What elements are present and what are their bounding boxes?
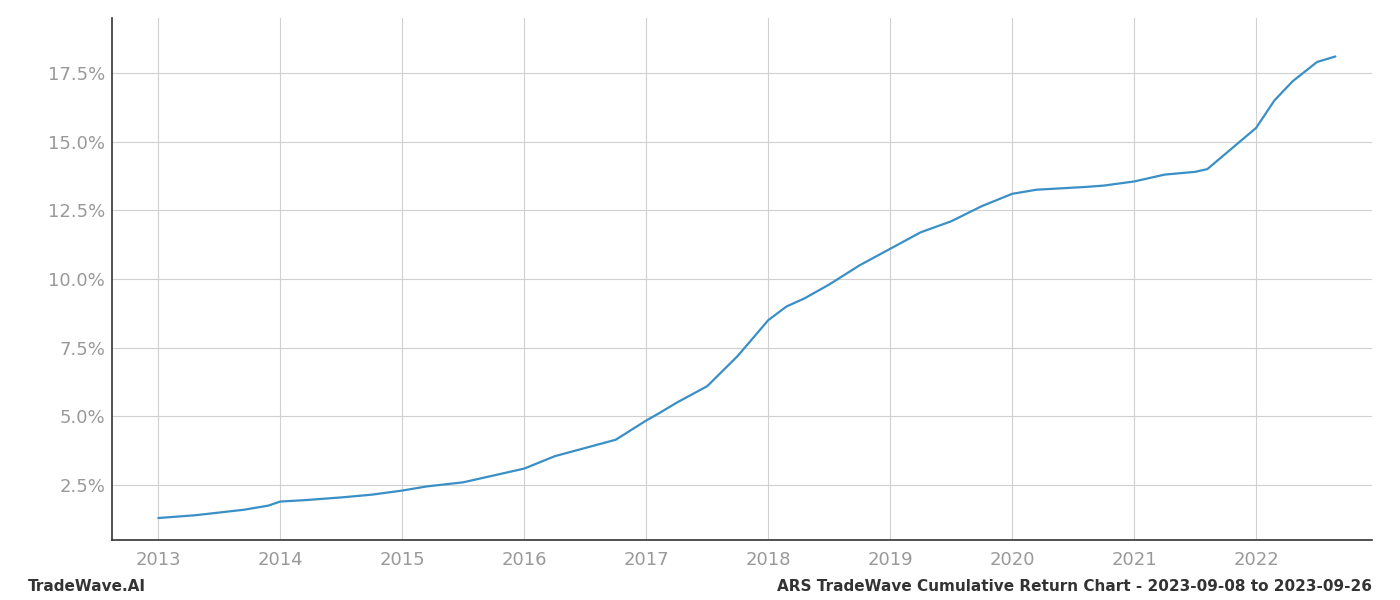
- Text: TradeWave.AI: TradeWave.AI: [28, 579, 146, 594]
- Text: ARS TradeWave Cumulative Return Chart - 2023-09-08 to 2023-09-26: ARS TradeWave Cumulative Return Chart - …: [777, 579, 1372, 594]
